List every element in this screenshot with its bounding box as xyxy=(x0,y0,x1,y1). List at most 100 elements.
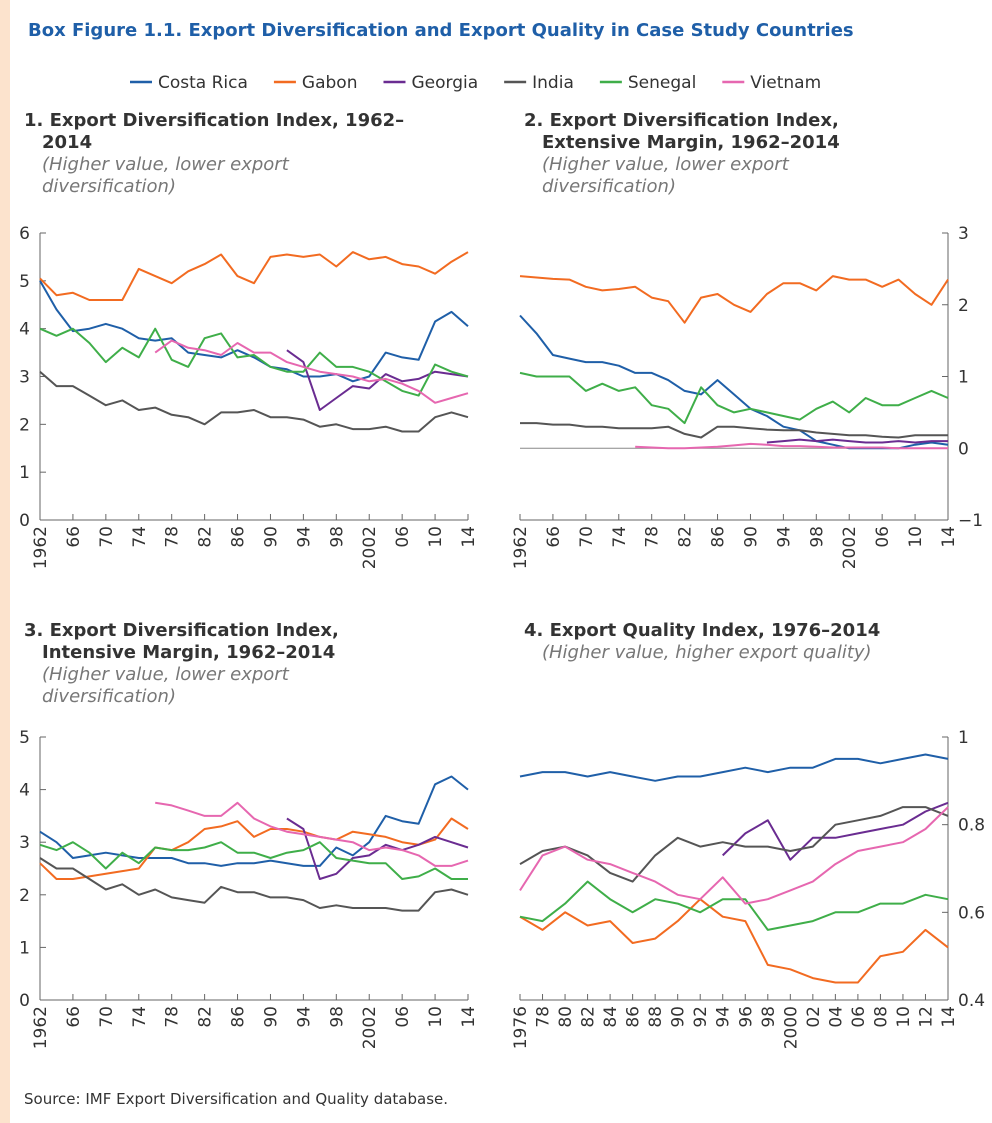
x-tick-label: 90 xyxy=(261,526,281,548)
y-tick-label: 0.4 xyxy=(958,991,985,1011)
series-line xyxy=(286,817,469,880)
x-tick-label: 14 xyxy=(459,526,479,548)
y-tick-label: 3 xyxy=(19,368,30,388)
x-tick-label: 70 xyxy=(577,526,597,548)
y-tick-label: 1 xyxy=(958,368,969,388)
x-tick-label: 78 xyxy=(534,1006,554,1028)
x-tick-label: 2000 xyxy=(781,1006,801,1049)
side-band xyxy=(0,0,10,1123)
source-note: Source: IMF Export Diversification and Q… xyxy=(24,1090,448,1108)
x-tick-label: 14 xyxy=(939,1006,959,1028)
x-tick-label: 10 xyxy=(906,526,926,548)
x-tick-label: 2002 xyxy=(840,526,860,569)
x-tick-label: 94 xyxy=(774,526,794,548)
panel-title: 4. Export Quality Index, 1976–2014 xyxy=(524,620,881,641)
y-tick-label: 2 xyxy=(19,415,30,435)
y-tick-label: −1 xyxy=(958,511,983,531)
legend-label: Vietnam xyxy=(750,73,821,93)
x-tick-label: 98 xyxy=(807,526,827,548)
series-line xyxy=(519,753,949,782)
figure-title: Box Figure 1.1. Export Diversification a… xyxy=(28,20,854,41)
x-tick-label: 94 xyxy=(294,526,314,548)
x-tick-label: 78 xyxy=(163,526,183,548)
y-tick-label: 2 xyxy=(19,886,30,906)
x-tick-label: 98 xyxy=(327,1006,347,1028)
legend-label: Gabon xyxy=(302,73,358,93)
x-tick-label: 74 xyxy=(130,1006,150,1028)
series-line xyxy=(519,314,949,450)
series-line xyxy=(635,442,948,450)
x-tick-label: 88 xyxy=(646,1006,666,1028)
x-tick-label: 06 xyxy=(873,526,893,548)
x-tick-label: 92 xyxy=(691,1006,711,1028)
x-tick-label: 90 xyxy=(741,526,761,548)
x-tick-label: 1962 xyxy=(31,526,51,569)
x-tick-label: 86 xyxy=(229,1006,249,1028)
panel-subtitle: (Higher value, lower export diversificat… xyxy=(42,664,289,707)
x-tick-label: 98 xyxy=(327,526,347,548)
x-tick-label: 1962 xyxy=(511,526,531,569)
series-line xyxy=(766,438,948,444)
x-tick-label: 82 xyxy=(579,1006,599,1028)
x-tick-label: 70 xyxy=(97,526,117,548)
series-line xyxy=(520,422,948,439)
series-line xyxy=(519,880,949,931)
series-line xyxy=(722,801,949,861)
y-tick-label: 0.8 xyxy=(958,816,985,836)
panel-title: 3. Export Diversification Index, Intensi… xyxy=(24,620,339,663)
panel-subtitle: (Higher value, higher export quality) xyxy=(542,642,872,663)
y-tick-label: 1 xyxy=(19,463,30,483)
x-tick-label: 84 xyxy=(601,1006,621,1028)
y-tick-label: 3 xyxy=(958,224,969,244)
x-tick-label: 98 xyxy=(759,1006,779,1028)
x-tick-label: 94 xyxy=(714,1006,734,1028)
x-tick-label: 14 xyxy=(939,526,959,548)
x-tick-label: 14 xyxy=(459,1006,479,1028)
x-tick-label: 06 xyxy=(393,526,413,548)
y-tick-label: 5 xyxy=(19,728,30,748)
series-line xyxy=(39,370,469,433)
panel-subtitle: (Higher value, lower export diversificat… xyxy=(542,154,789,197)
series-line xyxy=(154,339,469,404)
series-line xyxy=(39,841,468,880)
x-tick-label: 86 xyxy=(709,526,729,548)
x-tick-label: 10 xyxy=(426,526,446,548)
x-tick-label: 02 xyxy=(804,1006,824,1028)
y-tick-label: 4 xyxy=(19,320,30,340)
x-tick-label: 80 xyxy=(556,1006,576,1028)
y-tick-label: 0.6 xyxy=(958,903,985,923)
legend-label: India xyxy=(532,73,574,93)
series-line xyxy=(39,817,469,880)
x-tick-label: 96 xyxy=(736,1006,756,1028)
x-tick-label: 90 xyxy=(669,1006,689,1028)
x-tick-label: 82 xyxy=(196,526,216,548)
x-tick-label: 04 xyxy=(826,1006,846,1028)
legend-label: Georgia xyxy=(411,73,478,93)
panel-title: 1. Export Diversification Index, 1962–20… xyxy=(24,110,405,153)
x-tick-label: 74 xyxy=(610,526,630,548)
legend-label: Senegal xyxy=(628,73,696,93)
series-line xyxy=(39,251,469,301)
x-tick-label: 10 xyxy=(426,1006,446,1028)
series-line xyxy=(39,775,469,867)
x-tick-label: 70 xyxy=(97,1006,117,1028)
series-line xyxy=(39,857,469,912)
series-line xyxy=(519,275,949,324)
x-tick-label: 2002 xyxy=(360,526,380,569)
y-tick-label: 1 xyxy=(958,728,969,748)
x-tick-label: 1976 xyxy=(511,1006,531,1049)
y-tick-label: 6 xyxy=(19,224,30,244)
legend-label: Costa Rica xyxy=(158,73,248,93)
panel-subtitle: (Higher value, lower export diversificat… xyxy=(42,154,289,197)
series-line xyxy=(155,801,469,867)
x-tick-label: 66 xyxy=(64,526,84,548)
x-tick-label: 86 xyxy=(624,1006,644,1028)
x-tick-label: 10 xyxy=(894,1006,914,1028)
series-line xyxy=(519,898,949,984)
x-tick-label: 78 xyxy=(163,1006,183,1028)
x-tick-label: 94 xyxy=(294,1006,314,1028)
y-tick-label: 5 xyxy=(19,272,30,292)
x-tick-label: 82 xyxy=(676,526,696,548)
